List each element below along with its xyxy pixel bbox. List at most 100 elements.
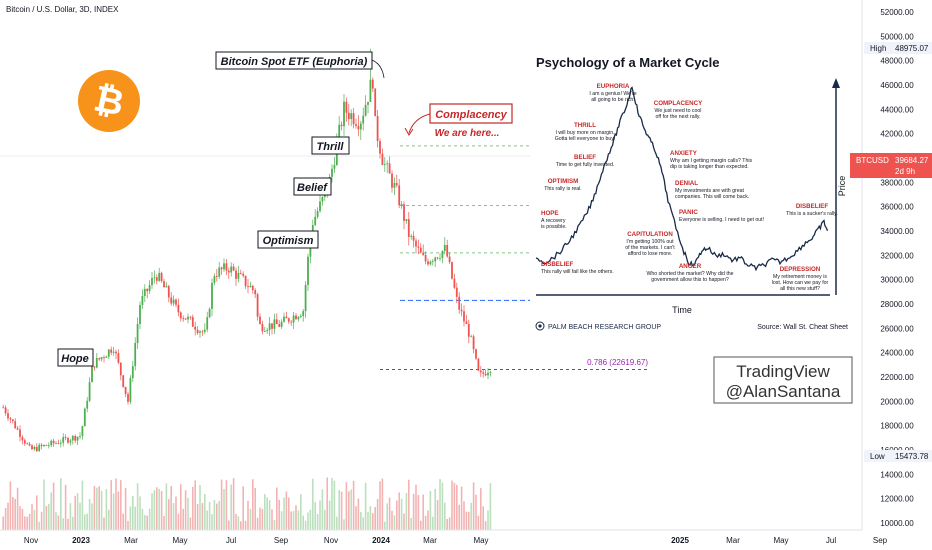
candle	[261, 320, 264, 335]
volume-bar	[168, 499, 170, 530]
high-value: 48975.07	[895, 44, 929, 53]
volume-bar	[74, 495, 76, 530]
volume-bar	[136, 483, 139, 530]
volume-bar	[115, 478, 117, 530]
time-tick-label: 2025	[671, 536, 689, 545]
candle	[91, 365, 93, 383]
volume-bar	[240, 521, 242, 530]
low-marker: Low 15473.78	[864, 450, 932, 462]
volume-bar	[324, 509, 326, 530]
candle	[314, 209, 317, 227]
high-label: High	[870, 44, 886, 53]
volume-bar	[84, 514, 86, 530]
price-tick-label: 24000.00	[880, 349, 914, 358]
candle	[290, 319, 293, 326]
candle	[472, 334, 475, 354]
volume-bar	[91, 503, 93, 530]
candle	[163, 278, 165, 288]
volume-bar	[302, 515, 304, 530]
volume-bar	[170, 486, 172, 530]
candle	[62, 433, 65, 447]
candle	[453, 273, 456, 290]
candle	[184, 318, 187, 320]
volume-bar	[88, 499, 91, 530]
time-tick-label: 2024	[372, 536, 390, 545]
svg-text:Complacency: Complacency	[435, 109, 507, 121]
price-tick-label: 52000.00	[880, 8, 914, 17]
svg-text:This rally is real.: This rally is real.	[544, 186, 581, 192]
candle	[7, 409, 9, 422]
candle	[88, 377, 91, 403]
candle	[235, 267, 237, 286]
volume-bar	[192, 486, 194, 530]
candle	[177, 298, 180, 317]
candle	[67, 436, 69, 445]
candle	[268, 316, 271, 336]
volume-bar	[489, 483, 492, 530]
volume-bar	[283, 497, 285, 530]
volume-bar	[38, 521, 40, 530]
time-axis[interactable]: Nov 2023 Mar May Jul Sep Nov 2024 Mar May 2025 Mar M…	[24, 536, 888, 545]
volume-bar	[213, 500, 216, 530]
candle	[208, 307, 211, 319]
inset-cycle-curve	[535, 86, 829, 272]
volume-bar	[417, 494, 420, 530]
volume-bar	[24, 516, 26, 530]
annotation-etf: Bitcoin Spot ETF (Euphoria)	[215, 51, 385, 79]
volume-bar	[103, 517, 105, 530]
volume-bar	[439, 479, 441, 530]
svg-text:DISBELIEF: DISBELIEF	[796, 203, 829, 210]
time-tick-label: Mar	[124, 536, 138, 545]
candle	[343, 93, 345, 136]
candle	[350, 109, 353, 127]
volume-bar	[16, 487, 19, 530]
candle	[405, 219, 408, 224]
candle	[362, 107, 365, 131]
volume-bar	[52, 482, 55, 530]
volume-bar	[482, 506, 484, 530]
symbol-label: BTCUSD	[856, 156, 889, 165]
bar-countdown: 2d 9h	[895, 167, 915, 176]
candle	[422, 244, 425, 256]
volume-bar	[460, 486, 463, 530]
svg-text:HOPE: HOPE	[541, 210, 559, 217]
candle	[297, 316, 300, 322]
candle	[160, 271, 163, 283]
volume-bar	[410, 517, 412, 530]
volume-bar	[297, 510, 300, 530]
candle	[251, 284, 254, 294]
volume-bar	[108, 509, 110, 530]
volume-bar	[122, 513, 124, 530]
candle	[179, 311, 182, 322]
candle	[23, 438, 26, 446]
svg-text:This is a sucker's rally.: This is a sucker's rally.	[786, 211, 838, 217]
volume-bar	[424, 515, 427, 530]
candle	[211, 278, 213, 317]
volume-bar	[333, 480, 336, 530]
svg-text:We just need to cool: We just need to cool	[655, 108, 702, 114]
volume-bar	[182, 508, 184, 530]
candle	[439, 253, 441, 262]
volume-bar	[230, 484, 232, 530]
candle	[470, 334, 473, 338]
candle	[427, 258, 429, 267]
volume-bar	[81, 480, 84, 530]
volume-bar	[321, 489, 324, 530]
volume-bar	[79, 502, 81, 530]
candle	[412, 231, 415, 248]
volume-bar	[393, 515, 396, 530]
candle	[112, 346, 115, 356]
svg-text:Belief: Belief	[297, 182, 328, 194]
candle	[199, 329, 201, 338]
candle	[21, 435, 24, 445]
volume-bar	[67, 518, 69, 530]
svg-text:I'm getting 100% out: I'm getting 100% out	[626, 239, 674, 245]
candle	[419, 242, 422, 253]
volume-bar	[304, 520, 307, 530]
candle	[465, 314, 468, 325]
time-tick-label: May	[473, 536, 488, 545]
time-tick-label: Jul	[826, 536, 836, 545]
candle	[232, 263, 235, 272]
